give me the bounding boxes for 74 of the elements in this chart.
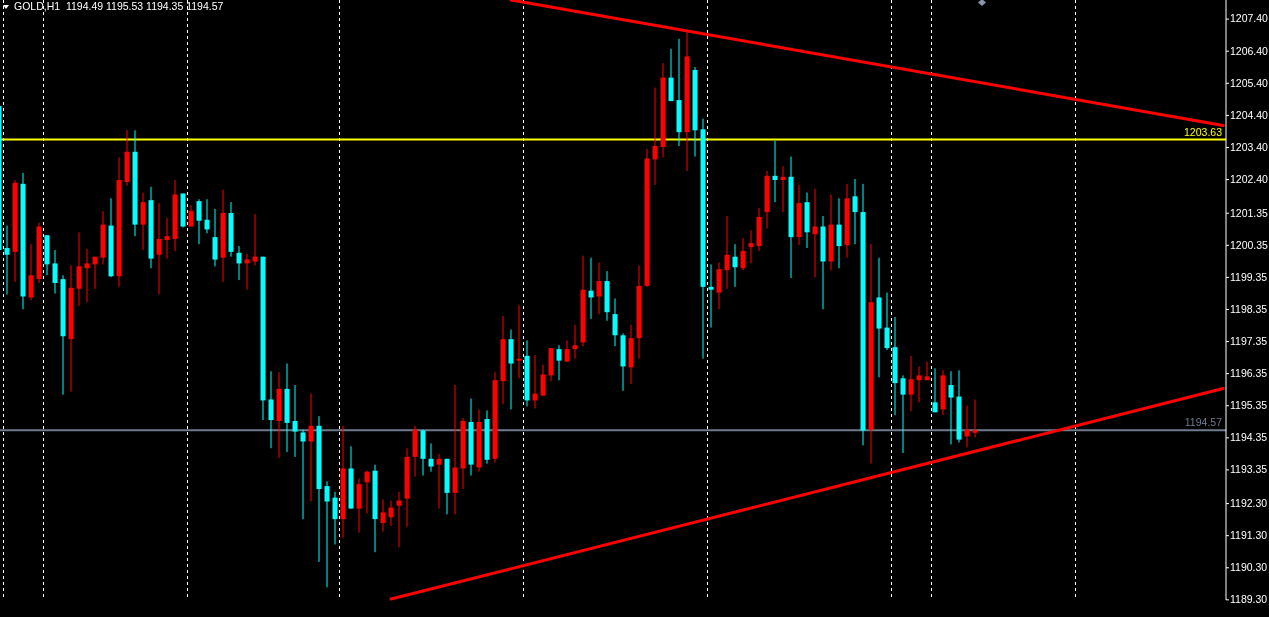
y-tick-label: 1191.30	[1230, 529, 1268, 542]
candlestick	[540, 363, 546, 397]
candlestick	[196, 198, 202, 245]
candlestick	[948, 370, 954, 445]
candlestick	[708, 263, 714, 329]
candlestick	[92, 256, 98, 290]
y-tick-label: 1205.40	[1230, 76, 1269, 89]
y-tick-label: 1203.40	[1230, 140, 1269, 153]
y-tick-label: 1200.35	[1230, 238, 1269, 251]
candlestick	[972, 398, 978, 438]
candlestick	[332, 491, 338, 545]
candlestick	[324, 480, 330, 588]
candlestick	[908, 355, 914, 412]
y-tick-label: 1197.35	[1230, 334, 1268, 347]
candlestick	[204, 198, 210, 234]
candlestick	[916, 365, 922, 403]
y-tick-label: 1206.40	[1230, 44, 1269, 57]
candlestick	[852, 178, 858, 245]
candlestick	[292, 384, 298, 458]
candlestick	[388, 500, 394, 527]
y-tick-label: 1192.30	[1230, 496, 1268, 509]
candlestick	[556, 344, 562, 381]
candlestick	[4, 225, 10, 296]
candlestick	[236, 245, 242, 281]
y-tick-label: 1202.40	[1230, 172, 1269, 185]
candlestick	[780, 165, 786, 213]
candlestick	[668, 48, 674, 102]
candlestick	[140, 192, 146, 251]
candlestick	[28, 243, 34, 301]
y-tick-label: 1189.30	[1230, 593, 1268, 606]
candlestick	[396, 491, 402, 548]
y-tick-label: 1198.35	[1230, 302, 1268, 315]
candlestick	[436, 453, 442, 510]
candlestick	[308, 393, 314, 502]
chart-title: GOLD,H1 1194.49 1195.53 1194.35 1194.57	[14, 0, 224, 12]
candlestick	[76, 231, 82, 307]
candlestick	[772, 140, 778, 203]
candlestick	[812, 188, 818, 278]
y-tick-label: 1194.35	[1230, 431, 1268, 444]
candlestick	[52, 249, 58, 295]
candlestick	[380, 499, 386, 533]
candlestick	[748, 229, 754, 264]
candlestick	[428, 442, 434, 473]
candlestick	[156, 202, 162, 296]
candlestick	[652, 87, 658, 186]
candlestick	[900, 374, 906, 454]
candlestick	[884, 292, 890, 351]
candlestick	[212, 208, 218, 267]
y-tick-label: 1195.35	[1230, 399, 1268, 412]
y-tick-label: 1196.35	[1230, 367, 1268, 380]
y-tick-label: 1201.35	[1230, 206, 1269, 219]
candlestick	[836, 197, 842, 269]
y-tick-label: 1199.35	[1230, 270, 1268, 283]
candlestick	[932, 367, 938, 413]
y-tick-label: 1207.40	[1230, 12, 1269, 25]
candlestick	[164, 217, 170, 260]
y-tick-label: 1193.35	[1230, 463, 1268, 476]
candlestick	[364, 470, 370, 514]
y-tick-label: 1190.30	[1230, 561, 1268, 574]
candlestick	[84, 248, 90, 303]
candlestick	[516, 304, 522, 379]
candlestick	[188, 204, 194, 228]
candlestick	[268, 370, 274, 449]
candlestick	[724, 215, 730, 290]
candlestick	[612, 297, 618, 347]
candlestick	[564, 339, 570, 363]
y-tick-label: 1204.40	[1230, 108, 1269, 121]
candlestick	[740, 237, 746, 271]
candlestick	[716, 261, 722, 310]
candlestick	[572, 324, 578, 360]
candlestick	[732, 243, 738, 288]
candlestick	[596, 261, 602, 315]
ref-line-label: 1203.63	[1184, 125, 1223, 138]
ref-line-label: 1194.57	[1184, 416, 1223, 429]
